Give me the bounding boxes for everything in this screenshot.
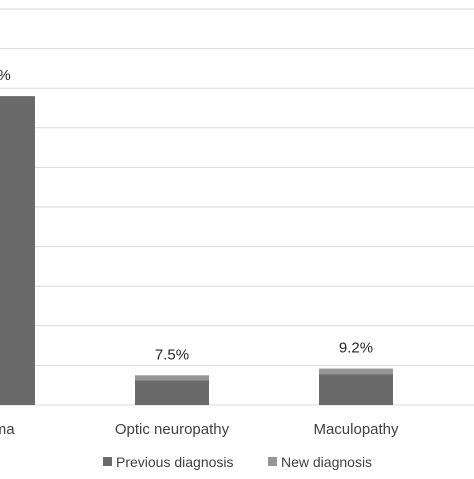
data-label-1: 7.5% [155,346,189,363]
category-label-0: oma [0,421,15,438]
category-labels: oma Optic neuropathy Maculopathy [0,421,399,438]
legend-item-previous: Previous diagnosis [103,454,234,470]
gridlines [0,8,474,406]
bar-new-2 [319,368,393,375]
legend: Previous diagnosis New diagnosis [103,454,372,470]
bar-previous-0 [0,96,35,406]
bar-previous-2 [319,374,393,405]
category-label-2: Maculopathy [313,421,399,438]
bar-previous-1 [135,380,209,405]
data-label-2: 9.2% [339,340,373,357]
data-label-0: % [0,67,11,84]
legend-label-previous: Previous diagnosis [116,454,234,470]
legend-label-new: New diagnosis [281,454,372,470]
legend-swatch-new [268,457,277,466]
bar-new-1 [135,375,209,381]
legend-item-new: New diagnosis [268,454,372,470]
bars [0,96,393,406]
category-label-1: Optic neuropathy [115,421,230,438]
legend-swatch-previous [103,457,112,466]
data-labels: % 7.5% 9.2% [0,67,373,363]
